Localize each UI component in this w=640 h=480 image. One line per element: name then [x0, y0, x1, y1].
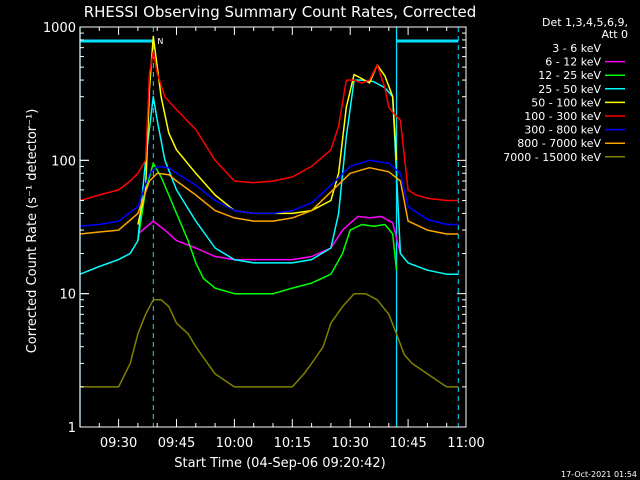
series-8	[80, 292, 459, 388]
y-tick-label: 10	[59, 288, 76, 303]
x-tick-label: 10:45	[389, 436, 426, 451]
legend-label-4: 50 - 100 keV	[531, 96, 601, 109]
legend-label-0: 3 - 6 keV	[552, 42, 601, 55]
y-axis-label: Corrected Count Rate (s⁻¹ detector⁻¹)	[25, 109, 40, 354]
legend-label-7: 800 - 7000 keV	[517, 137, 601, 150]
y-tick-label: 100	[51, 154, 76, 169]
series-5	[79, 51, 459, 202]
series-line-4-0	[137, 35, 398, 225]
legend-label-8: 7000 - 15000 keV	[503, 151, 601, 164]
timestamp-label: 17-Oct-2021 01:54	[561, 470, 637, 479]
x-tick-label: 09:30	[100, 436, 137, 451]
series-7	[79, 166, 459, 235]
legend-header-1: Att 0	[602, 28, 628, 41]
series-2	[137, 162, 398, 295]
legend-label-1: 6 - 12 keV	[545, 56, 601, 69]
x-tick-label: 10:00	[216, 436, 253, 451]
series-line-2-0	[137, 162, 398, 295]
legend-label-5: 100 - 300 keV	[524, 110, 601, 123]
series-1	[137, 215, 402, 261]
x-tick-label: 11:00	[447, 436, 484, 451]
series-line-6-0	[79, 159, 459, 228]
chart-title: RHESSI Observing Summary Count Rates, Co…	[84, 3, 477, 21]
y-tick-label: 1000	[43, 21, 76, 36]
series-line-8-0	[80, 292, 459, 388]
series-6	[79, 159, 459, 228]
x-tick-label: 10:15	[274, 436, 311, 451]
series-line-1-0	[137, 215, 402, 261]
x-axis-label: Start Time (04-Sep-06 09:20:42)	[174, 456, 385, 471]
plot-area: N 1 10 100 1000 09:30 09:45 10:00 10:15 10:30 10:4…	[43, 21, 485, 451]
flare-marker-label: N	[157, 37, 163, 46]
legend-label-2: 12 - 25 keV	[538, 69, 601, 82]
y-tick-label: 1	[68, 421, 76, 436]
legend-label-3: 25 - 50 keV	[538, 83, 601, 96]
series-line-7-0	[79, 166, 459, 235]
series-4	[137, 35, 398, 225]
legend-header-0: Det 1,3,4,5,6,9,	[542, 16, 628, 29]
series-line-5-0	[79, 51, 459, 202]
x-tick-label: 10:30	[331, 436, 368, 451]
legend-label-6: 300 - 800 keV	[524, 124, 601, 137]
x-tick-label: 09:45	[158, 436, 195, 451]
